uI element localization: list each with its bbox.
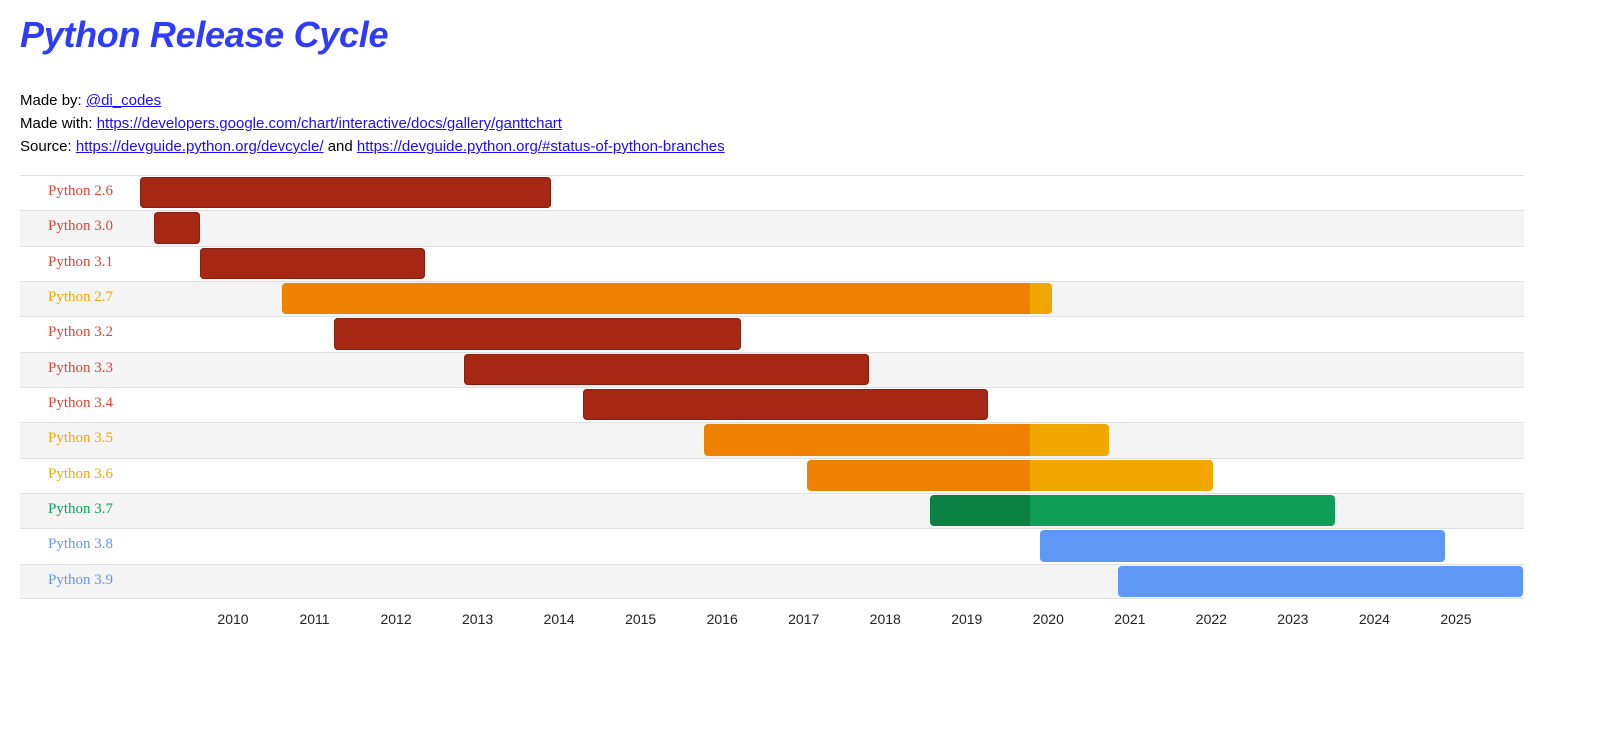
made-by-label: Made by:	[20, 92, 82, 109]
source-line: Source: https://devguide.python.org/devc…	[20, 138, 725, 155]
x-tick-label: 2010	[217, 611, 249, 627]
task-bar-past-segment	[929, 494, 1031, 527]
made-by-line: Made by: @di_codes	[20, 92, 161, 109]
chart-row	[20, 386, 1524, 422]
chart-row	[20, 245, 1524, 281]
row-label: Python 3.3	[48, 359, 114, 376]
source-label: Source:	[20, 138, 72, 155]
task-bar[interactable]	[464, 353, 869, 385]
row-label: Python 2.7	[48, 288, 114, 305]
task-bar[interactable]	[583, 388, 988, 421]
made-by-link[interactable]: @di_codes	[85, 92, 162, 109]
chart-row	[20, 210, 1524, 246]
made-with-link[interactable]: https://developers.google.com/chart/inte…	[96, 115, 562, 132]
row-label: Python 3.8	[48, 536, 114, 553]
row-label: Python 3.4	[48, 394, 114, 411]
x-tick-label: 2022	[1195, 611, 1227, 627]
row-label: Python 3.2	[48, 324, 114, 341]
x-tick-label: 2023	[1277, 611, 1309, 627]
x-tick-label: 2014	[543, 611, 575, 627]
row-label: Python 3.5	[48, 430, 114, 447]
source-and: and	[327, 138, 353, 155]
row-label: Python 3.7	[48, 500, 114, 517]
chart-row	[20, 175, 1524, 210]
task-bar[interactable]	[1039, 530, 1446, 562]
x-tick-label: 2013	[462, 611, 494, 627]
task-bar-future-segment	[1030, 459, 1213, 491]
chart-row	[20, 316, 1524, 351]
x-tick-label: 2019	[951, 611, 983, 627]
task-bar[interactable]	[199, 247, 426, 279]
x-tick-label: 2015	[625, 611, 657, 627]
made-with-label: Made with:	[20, 115, 93, 132]
x-tick-label: 2016	[706, 611, 738, 627]
x-tick-label: 2011	[299, 611, 330, 627]
x-tick-label: 2017	[788, 611, 820, 627]
task-bar-future-segment	[1030, 494, 1335, 527]
row-label: Python 2.6	[48, 183, 114, 199]
chart-row	[20, 457, 1524, 493]
x-tick-label: 2018	[869, 611, 901, 627]
task-bar[interactable]	[281, 282, 1053, 315]
made-with-line: Made with: https://developers.google.com…	[20, 115, 562, 132]
source-link-devcycle[interactable]: https://devguide.python.org/devcycle/	[75, 138, 324, 155]
task-bar-future-segment	[1030, 424, 1109, 456]
task-bar[interactable]	[140, 177, 552, 209]
chart-row	[20, 528, 1524, 563]
source-link-status[interactable]: https://devguide.python.org/#status-of-p…	[356, 138, 725, 155]
row-label: Python 3.9	[48, 571, 114, 588]
x-tick-label: 2021	[1114, 611, 1146, 627]
task-bar[interactable]	[1117, 565, 1524, 597]
row-label: Python 3.1	[48, 253, 114, 270]
task-bar[interactable]	[929, 494, 1335, 527]
task-bar[interactable]	[153, 212, 200, 244]
task-bar[interactable]	[704, 424, 1109, 456]
task-bar-past-segment	[807, 459, 1031, 491]
task-bar-future-segment	[1030, 282, 1053, 315]
task-bar-past-segment	[281, 282, 1031, 315]
row-label: Python 3.0	[48, 218, 114, 235]
x-tick-label: 2025	[1440, 611, 1472, 627]
x-tick-label: 2020	[1032, 611, 1064, 627]
page-title: Python Release Cycle	[20, 14, 389, 55]
task-bar[interactable]	[333, 318, 741, 350]
task-bar-past-segment	[704, 424, 1031, 456]
x-tick-label: 2012	[380, 611, 412, 627]
task-bar[interactable]	[807, 459, 1213, 491]
row-label: Python 3.6	[48, 465, 114, 482]
x-tick-label: 2024	[1358, 611, 1390, 627]
